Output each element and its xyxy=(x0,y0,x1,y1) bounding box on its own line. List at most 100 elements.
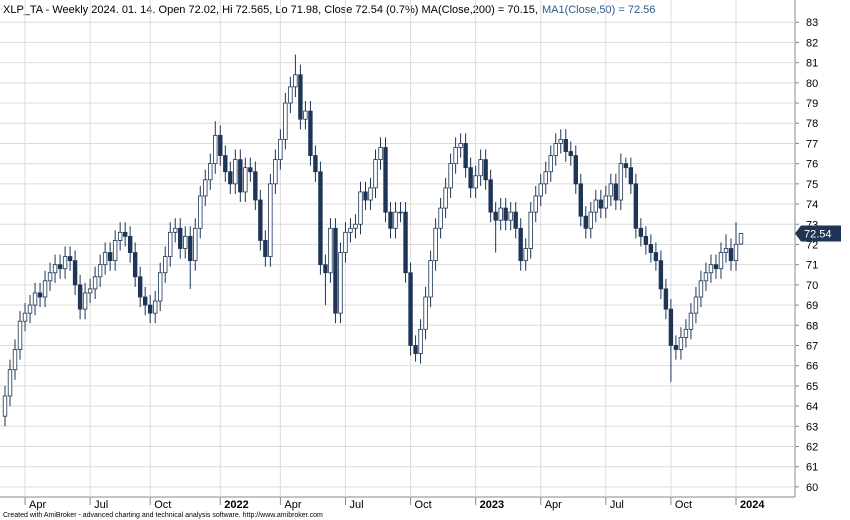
candle-up xyxy=(52,264,58,274)
candle-up xyxy=(588,211,593,229)
candle-up xyxy=(82,292,88,310)
candle-up xyxy=(203,179,208,197)
candle-up xyxy=(12,349,18,371)
candle-up xyxy=(358,191,363,225)
candle-up xyxy=(343,231,348,253)
candle-down xyxy=(598,199,604,209)
y-tick-label: 83 xyxy=(806,17,818,29)
y-tick-label: 77 xyxy=(806,138,818,150)
candle-down xyxy=(223,155,228,173)
candle-down xyxy=(573,155,578,185)
candle-down xyxy=(513,211,518,229)
y-tick-label: 67 xyxy=(806,340,818,352)
candle-up xyxy=(553,143,558,156)
candle-down xyxy=(388,211,393,229)
candle-up xyxy=(428,260,433,298)
candle-down xyxy=(663,288,669,310)
candle-down xyxy=(403,211,408,274)
candle-up xyxy=(528,211,533,249)
candle-up xyxy=(7,369,13,397)
candle-down xyxy=(628,167,634,185)
candle-down xyxy=(218,134,223,156)
candle-down xyxy=(578,183,583,217)
candle-up xyxy=(243,167,248,193)
y-tick-label: 64 xyxy=(806,401,818,413)
candle-up xyxy=(92,276,98,290)
candle-up xyxy=(233,159,238,185)
candle-up xyxy=(173,227,178,233)
candle-down xyxy=(673,345,679,350)
x-tick-label: Jul xyxy=(94,499,108,511)
candle-up xyxy=(353,223,358,229)
candle-up xyxy=(22,312,28,322)
candle-up xyxy=(453,147,458,165)
candle-down xyxy=(72,260,78,286)
candle-up xyxy=(198,195,203,229)
candle-down xyxy=(313,155,318,173)
candle-up xyxy=(688,312,694,330)
candle-up xyxy=(168,231,173,257)
candle-down xyxy=(258,199,263,241)
candle-down xyxy=(333,227,338,314)
y-tick-label: 66 xyxy=(806,361,818,373)
candle-down xyxy=(142,296,148,306)
candle-up xyxy=(27,304,33,314)
candle-up xyxy=(193,227,198,262)
candle-up xyxy=(398,211,403,214)
candle-down xyxy=(413,345,418,354)
y-tick-label: 68 xyxy=(806,320,818,332)
candle-down xyxy=(518,227,523,262)
x-tick-label: Apr xyxy=(545,499,562,511)
candle-up xyxy=(618,163,624,201)
footer: Created with AmiBroker - advanced charti… xyxy=(3,512,323,519)
candle-up xyxy=(42,280,48,298)
candle-up xyxy=(543,171,548,185)
candle-up xyxy=(153,300,158,314)
candle-down xyxy=(488,179,493,213)
candle-down xyxy=(67,256,73,262)
x-tick-label: Jul xyxy=(610,499,624,511)
candle-down xyxy=(37,292,43,298)
candle-up xyxy=(378,147,383,161)
candle-up xyxy=(273,159,278,185)
candle-down xyxy=(178,227,183,249)
x-tick-label: Oct xyxy=(154,499,171,511)
y-tick-label: 61 xyxy=(806,462,818,474)
candle-down xyxy=(503,207,508,221)
candle-down xyxy=(468,167,473,189)
candle-down xyxy=(132,252,138,278)
candle-up xyxy=(208,163,213,181)
candle-down xyxy=(493,211,498,221)
y-tick-label: 62 xyxy=(806,441,818,453)
candle-up xyxy=(303,110,308,120)
candle-down xyxy=(713,264,719,270)
candle-up xyxy=(418,328,423,354)
y-tick-label: 60 xyxy=(806,482,818,494)
candle-up xyxy=(693,296,699,314)
candle-up xyxy=(433,227,438,262)
candle-down xyxy=(248,167,253,173)
x-tick-label: Jul xyxy=(349,499,363,511)
candle-down xyxy=(77,284,83,310)
candle-up xyxy=(288,86,293,104)
y-tick-label: 75 xyxy=(806,179,818,191)
y-tick-label: 69 xyxy=(806,300,818,312)
candle-up xyxy=(213,134,218,165)
candle-down xyxy=(188,235,193,262)
candle-down xyxy=(253,171,258,201)
candle-up xyxy=(393,211,398,229)
x-tick-label: Apr xyxy=(284,499,301,511)
candle-down xyxy=(238,159,243,193)
candle-up xyxy=(698,280,704,298)
candle-down xyxy=(568,151,573,156)
candle-up xyxy=(112,240,118,262)
candle-up xyxy=(683,328,689,338)
y-tick-label: 71 xyxy=(806,260,818,272)
candle-up xyxy=(32,292,38,306)
candle-up xyxy=(293,74,298,88)
candle-up xyxy=(498,207,503,221)
candle-up xyxy=(163,256,168,274)
y-tick-label: 70 xyxy=(806,280,818,292)
